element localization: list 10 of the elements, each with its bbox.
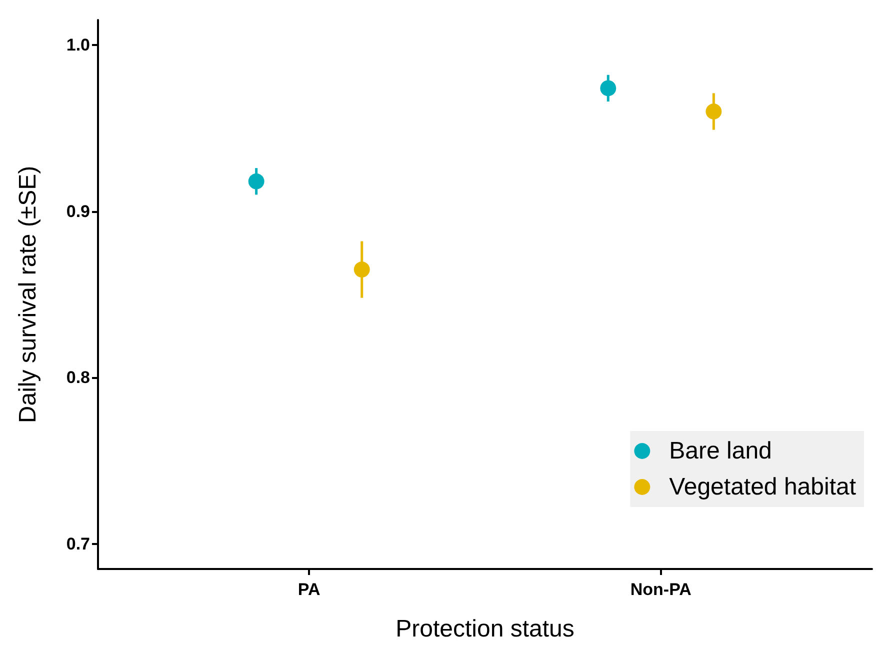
y-tick-label: 0.9 (66, 202, 90, 221)
x-tick-label: PA (298, 580, 320, 599)
y-tick-label: 1.0 (66, 35, 90, 54)
x-axis-title: Protection status (396, 616, 574, 642)
y-tick-label: 0.8 (66, 368, 90, 388)
x-tick-label: Non-PA (630, 580, 692, 599)
y-tick-label: 0.7 (66, 534, 90, 554)
legend-label: Vegetated habitat (669, 474, 856, 500)
y-axis-title: Daily survival rate (±SE) (14, 166, 42, 424)
legend-label: Bare land (669, 438, 772, 464)
